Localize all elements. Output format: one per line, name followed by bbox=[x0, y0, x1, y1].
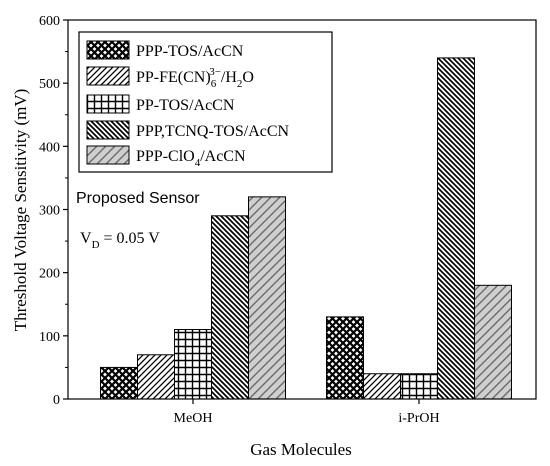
text-part: V bbox=[80, 230, 92, 247]
legend: PPP-TOS/AcCN PP-FE(CN)63−/H2O PP-TOS/AcCN P… bbox=[78, 31, 333, 173]
bar bbox=[211, 215, 249, 400]
y-tick-label: 100 bbox=[39, 330, 60, 345]
text-part: PPP-ClO bbox=[136, 148, 195, 165]
legend-swatch bbox=[86, 94, 130, 114]
bars-layer bbox=[100, 57, 512, 400]
x-tick-label: MeOH bbox=[174, 411, 213, 426]
legend-swatch bbox=[86, 66, 130, 86]
text-part: PP-TOS/AcCN bbox=[136, 97, 235, 114]
x-axis-label: Gas Molecules bbox=[250, 440, 352, 459]
legend-label: PP-FE(CN)63−/H2O bbox=[136, 66, 254, 90]
annotations: Proposed Sensor VD = 0.05 V bbox=[76, 190, 200, 251]
text-part: D bbox=[92, 239, 100, 251]
y-tick-label: 300 bbox=[39, 204, 60, 219]
bar bbox=[137, 354, 175, 400]
bar bbox=[174, 329, 212, 400]
text-part: PPP-TOS/AcCN bbox=[136, 43, 244, 60]
bar bbox=[248, 196, 286, 400]
text-part: /H bbox=[221, 69, 237, 86]
legend-label: PPP,TCNQ-TOS/AcCN bbox=[136, 123, 290, 140]
text-part: = 0.05 V bbox=[100, 230, 161, 247]
x-tick-label: i-PrOH bbox=[398, 411, 439, 426]
text-part: 4 bbox=[195, 157, 201, 169]
legend-swatch bbox=[86, 40, 130, 60]
text-part: O bbox=[242, 69, 254, 86]
text-part: 6 bbox=[211, 78, 217, 90]
text-part: 2 bbox=[237, 78, 243, 90]
bar bbox=[474, 284, 512, 400]
legend-label: PPP-TOS/AcCN bbox=[136, 43, 244, 60]
y-axis-label: Threshold Voltage Sensitivity (mV) bbox=[11, 89, 30, 332]
text-part: PPP,TCNQ-TOS/AcCN bbox=[136, 123, 290, 140]
legend-label: PPP-ClO4/AcCN bbox=[136, 148, 246, 169]
legend-swatch bbox=[86, 120, 130, 140]
vd-annotation: VD = 0.05 V bbox=[80, 230, 160, 251]
bar bbox=[100, 366, 138, 400]
proposed-sensor-annotation: Proposed Sensor bbox=[76, 190, 200, 207]
text-part: PP-FE(CN) bbox=[136, 69, 211, 86]
y-tick-label: 0 bbox=[53, 393, 60, 408]
bar bbox=[400, 373, 438, 400]
bar bbox=[437, 57, 475, 400]
y-tick-label: 500 bbox=[39, 77, 60, 92]
legend-swatch bbox=[86, 145, 130, 165]
y-tick-label: 400 bbox=[39, 140, 60, 155]
text-part: /AcCN bbox=[200, 148, 246, 165]
ticks-layer: 0 100 200 300 400 500 600 MeOH i-PrOH bbox=[39, 14, 440, 426]
y-tick-label: 200 bbox=[39, 267, 60, 282]
text-part: 3− bbox=[209, 66, 221, 78]
bar bbox=[326, 316, 364, 400]
y-tick-label: 600 bbox=[39, 14, 60, 29]
legend-label: PP-TOS/AcCN bbox=[136, 97, 235, 114]
y-axis-label-group: Threshold Voltage Sensitivity (mV) bbox=[11, 89, 30, 332]
bar bbox=[363, 373, 401, 400]
